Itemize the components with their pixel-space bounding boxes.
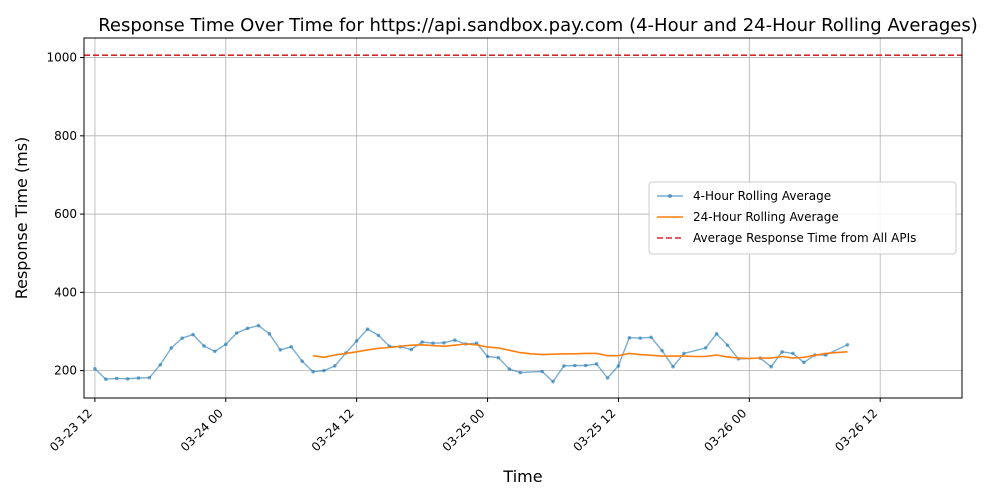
rolling-4h-point xyxy=(431,341,435,346)
rolling-4h-point xyxy=(311,369,315,374)
rolling-4h-point xyxy=(594,362,599,366)
rolling-4h-point xyxy=(267,332,272,336)
rolling-4h-line xyxy=(94,324,848,383)
rolling-4h-point xyxy=(453,338,457,342)
rolling-4h-point xyxy=(278,348,283,352)
rolling-4h-point xyxy=(213,349,217,354)
rolling-4h-point xyxy=(649,335,653,340)
y-tick-label: 600 xyxy=(54,207,77,221)
rolling-4h-point xyxy=(791,351,795,356)
rolling-4h-point xyxy=(169,346,174,350)
rolling-4h-point xyxy=(583,363,588,368)
rolling-4h-point xyxy=(714,332,719,336)
rolling-4h-point xyxy=(442,341,446,345)
rolling-4h-point xyxy=(147,375,152,380)
legend-item: 24-Hour Rolling Average xyxy=(657,210,839,224)
rolling-4h-point xyxy=(540,369,544,374)
y-tick-label: 800 xyxy=(54,129,77,143)
rolling-4h-point xyxy=(845,342,850,347)
rolling-4h-point xyxy=(234,331,239,335)
rolling-24h-line xyxy=(312,343,848,360)
rolling-4h-point xyxy=(496,355,501,360)
rolling-4h-point xyxy=(333,364,337,368)
rolling-4h-point xyxy=(573,363,577,368)
x-axis-label: Time xyxy=(502,467,542,486)
legend-item: 4-Hour Rolling Average xyxy=(657,189,831,203)
rolling-4h-point xyxy=(725,343,730,347)
rolling-4h-point xyxy=(703,346,708,350)
rolling-4h-point xyxy=(158,362,163,367)
legend: 4-Hour Rolling Average 24-Hour Rolling Av… xyxy=(648,181,957,255)
legend-box xyxy=(648,181,957,255)
rolling-4h-point xyxy=(322,368,326,373)
rolling-4h-point xyxy=(114,376,119,381)
rolling-4h-point xyxy=(180,336,184,340)
legend-label: 4-Hour Rolling Average xyxy=(693,189,831,203)
rolling-4h-point xyxy=(289,344,294,349)
rolling-4h-point xyxy=(300,359,304,364)
y-tick-label: 200 xyxy=(54,364,77,378)
rolling-4h-point xyxy=(638,336,643,340)
rolling-4h-point xyxy=(671,364,675,369)
rolling-4h-point xyxy=(245,326,250,331)
rolling-4h-point xyxy=(191,332,195,337)
y-tick-label: 1000 xyxy=(46,51,77,65)
rolling-4h-point xyxy=(682,351,686,356)
rolling-4h-point xyxy=(376,333,381,338)
rolling-4h-point xyxy=(420,340,424,344)
rolling-4h-point xyxy=(780,350,784,354)
legend-label: Average Response Time from All APIs xyxy=(693,231,916,245)
rolling-4h-point xyxy=(256,323,261,328)
rolling-4h-point xyxy=(605,376,610,380)
series-layer xyxy=(84,54,962,384)
plot-area-frame xyxy=(83,37,963,399)
rolling-4h-point xyxy=(93,366,97,371)
rolling-4h-point xyxy=(365,327,370,331)
rolling-4h-point xyxy=(409,347,414,352)
rolling-4h-point xyxy=(104,377,108,382)
legend-item: Average Response Time from All APIs xyxy=(657,231,916,245)
y-axis-label: Response Time (ms) xyxy=(12,137,31,300)
rolling-4h-point xyxy=(660,348,664,353)
rolling-4h-point xyxy=(136,376,141,380)
chart-title: Response Time Over Time for https://api.… xyxy=(98,15,978,36)
rolling-4h-point xyxy=(202,344,206,348)
rolling-4h-point xyxy=(507,367,512,371)
rolling-4h-point xyxy=(551,379,555,384)
rolling-4h-point xyxy=(223,342,228,347)
legend-marker-4h xyxy=(668,194,672,198)
rolling-4h-point xyxy=(769,364,773,369)
legend-label: 24-Hour Rolling Average xyxy=(693,210,839,224)
rolling-4h-point xyxy=(125,377,130,381)
y-tick-label: 400 xyxy=(54,285,77,299)
rolling-4h-point xyxy=(627,335,632,340)
rolling-4h-point xyxy=(485,354,490,359)
rolling-4h-point xyxy=(802,360,806,365)
rolling-4h-point xyxy=(562,364,566,368)
rolling-4h-point xyxy=(354,339,359,343)
rolling-4h-point xyxy=(518,370,523,375)
rolling-4h-point xyxy=(616,364,621,368)
